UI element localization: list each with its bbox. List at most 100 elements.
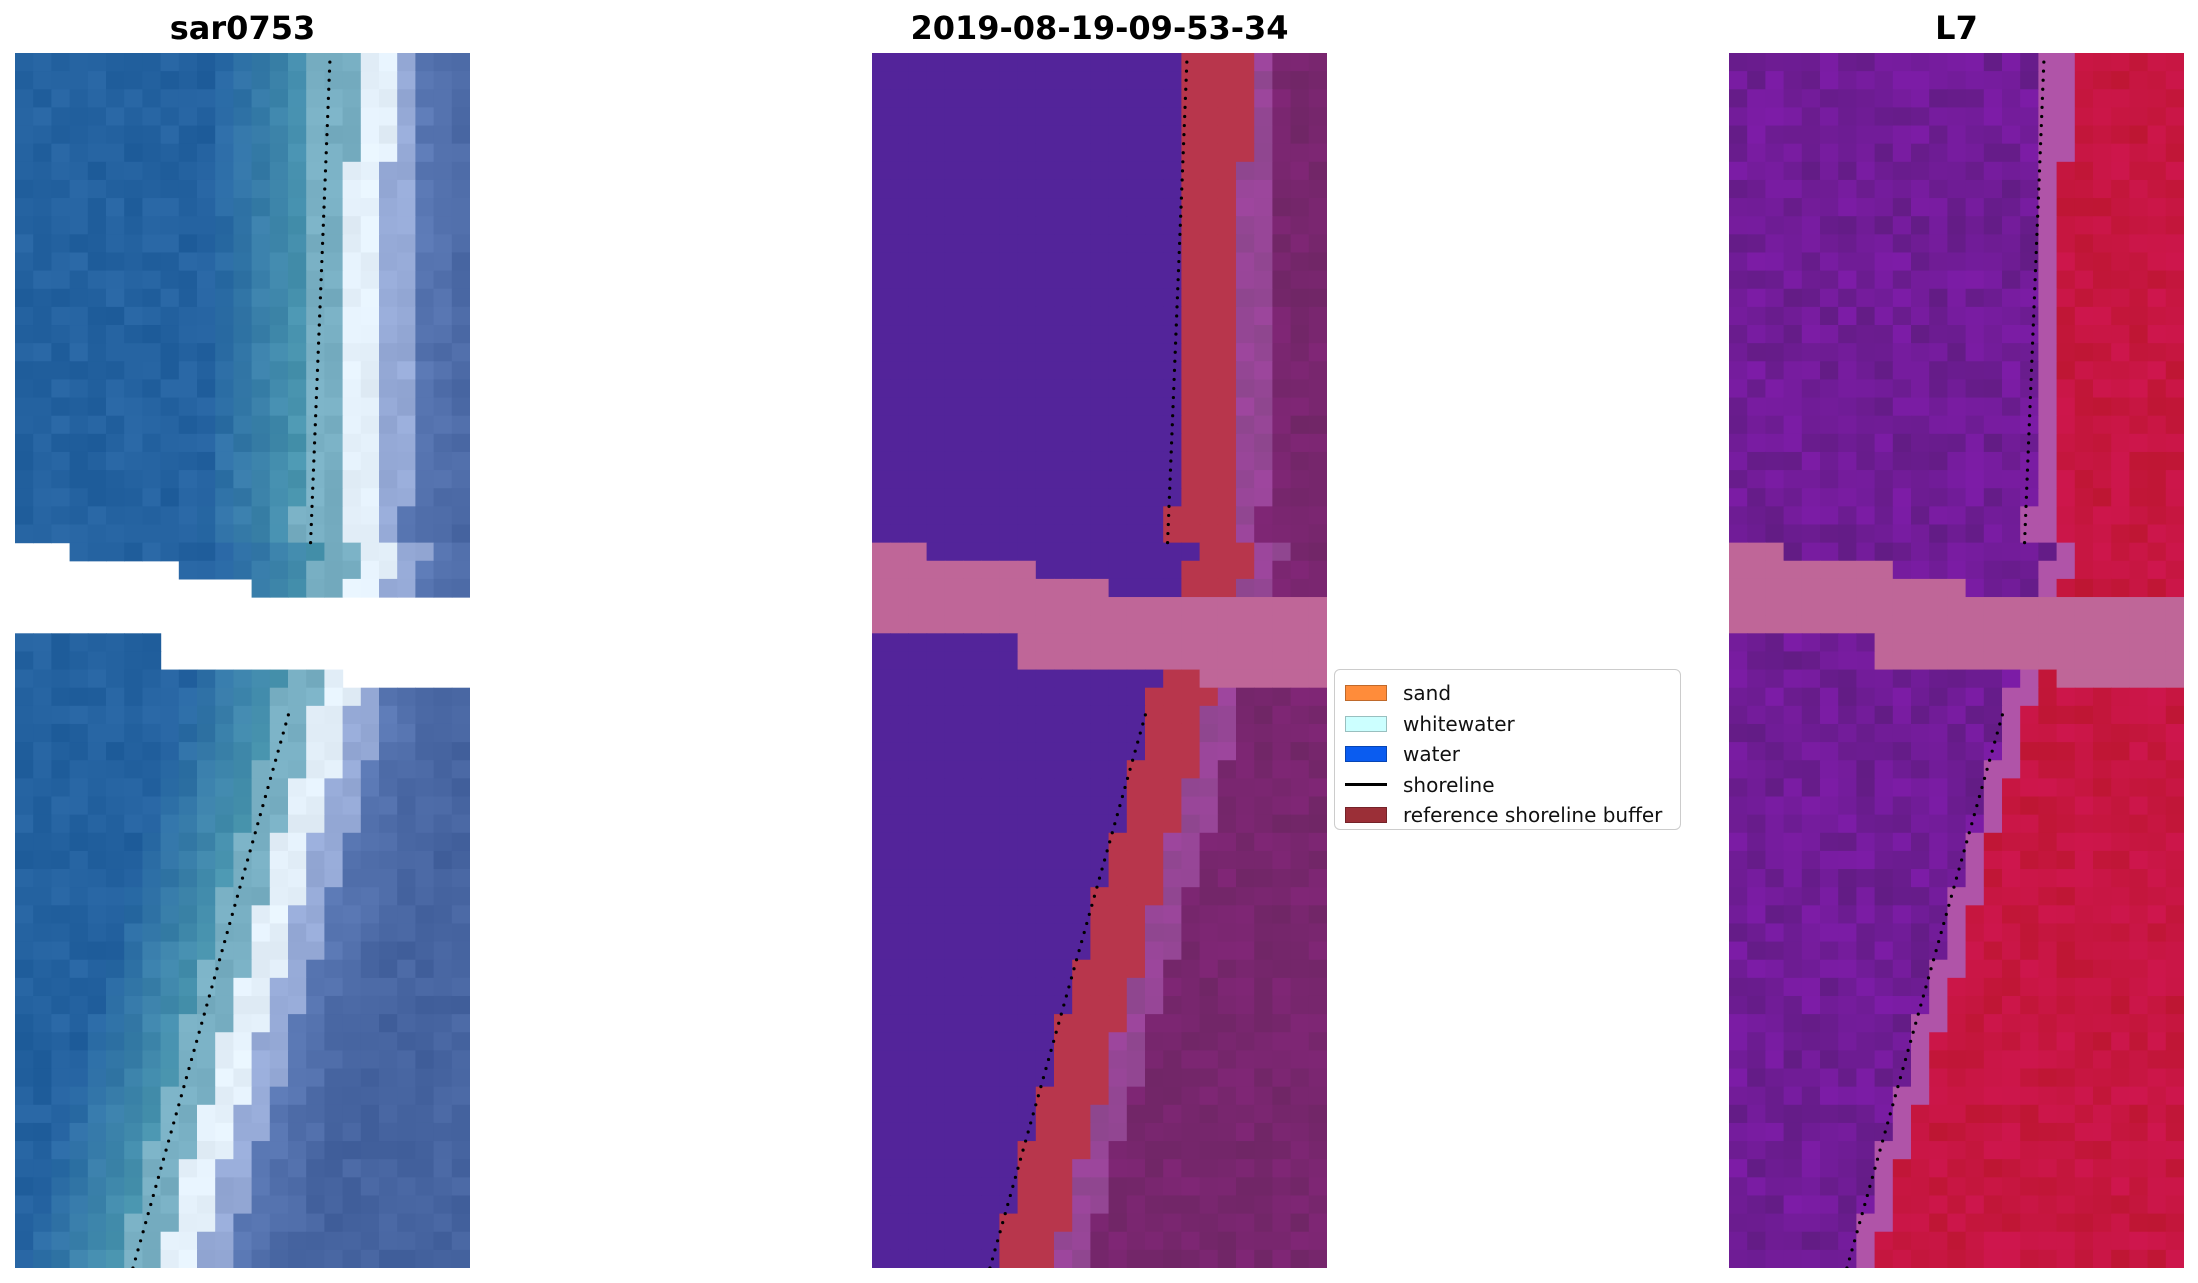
no-data-pixel [1892,597,1912,616]
pixel [1892,905,1912,925]
pixel [1801,814,1821,834]
pixel [2056,905,2076,925]
pixel [160,1014,180,1033]
pixel [2093,814,2112,834]
pixel [1983,796,2003,816]
pixel [1729,1068,1748,1088]
pixel [1054,1141,1073,1160]
pixel [178,542,198,562]
pixel [1838,687,1857,707]
pixel [1017,451,1037,471]
pixel [2056,1104,2076,1124]
pixel [890,125,909,145]
pixel [1911,723,1930,743]
pixel [106,1249,125,1268]
pixel [2038,1122,2058,1142]
pixel [233,560,253,580]
pixel [1947,361,1967,381]
pixel [1856,1068,1876,1088]
pixel [1126,1050,1146,1070]
pixel [872,1086,891,1106]
pixel [160,1104,180,1124]
pixel [360,814,380,834]
pixel [342,252,362,272]
pixel [1108,814,1128,834]
pixel [890,723,909,743]
pixel [342,288,362,308]
pixel [1199,995,1219,1015]
pixel [360,451,380,471]
pixel [2165,161,2184,181]
pixel [33,198,52,217]
pixel [1747,923,1766,943]
pixel [2165,198,2184,217]
pixel [2165,977,2184,997]
pixel [197,524,216,544]
pixel [433,814,453,834]
pixel [69,905,89,925]
pixel [324,89,344,108]
pixel [1236,1177,1255,1197]
pixel [1072,760,1091,779]
pixel [2002,179,2021,199]
pixel [397,1086,416,1106]
no-data-pixel [1947,651,1967,671]
pixel [1947,1086,1967,1106]
pixel [1929,71,1948,90]
pixel [1983,705,2003,725]
pixel [2074,923,2094,943]
pixel [1947,488,1967,507]
pixel [288,1086,307,1106]
pixel [1035,1213,1055,1233]
pixel [2129,143,2149,163]
pixel [2002,705,2021,725]
pixel [106,234,125,254]
no-data-pixel [1783,560,1803,580]
pixel [2165,1068,2184,1088]
pixel [342,451,362,471]
pixel [1911,107,1930,127]
pixel [1163,742,1182,761]
pixel [233,1014,253,1033]
pixel [1801,1032,1821,1051]
pixel [433,923,453,943]
pixel [1729,1122,1748,1142]
no-data-pixel [999,597,1019,616]
pixel [2038,107,2058,127]
pixel [2074,415,2094,435]
pixel [1765,941,1785,961]
pixel [1199,542,1219,562]
pixel [197,1195,216,1215]
pixel [324,1141,344,1160]
pixel [890,1177,909,1197]
pixel [1272,343,1292,362]
pixel [1783,107,1803,127]
pixel [926,216,946,235]
pixel [1126,832,1146,852]
pixel [1199,941,1219,961]
pixel [1054,415,1073,435]
pixel [1272,1159,1292,1178]
pixel [2002,125,2021,145]
pixel [1856,1086,1876,1106]
pixel [981,760,1000,779]
pixel [106,179,125,199]
pixel [142,89,162,108]
pixel [124,850,143,870]
pixel [269,850,289,870]
pixel [1163,325,1182,344]
pixel [251,107,271,127]
pixel [233,361,253,381]
pixel [1272,470,1292,489]
no-data-pixel [2074,633,2094,653]
pixel [1801,524,1821,544]
pixel [106,451,125,471]
pixel [1765,306,1785,326]
pixel [1217,887,1237,906]
shoreline-point [228,921,232,926]
pixel [963,252,982,272]
pixel [1838,977,1857,997]
pixel [1783,542,1803,562]
pixel [15,306,34,326]
pixel [1199,1213,1219,1233]
